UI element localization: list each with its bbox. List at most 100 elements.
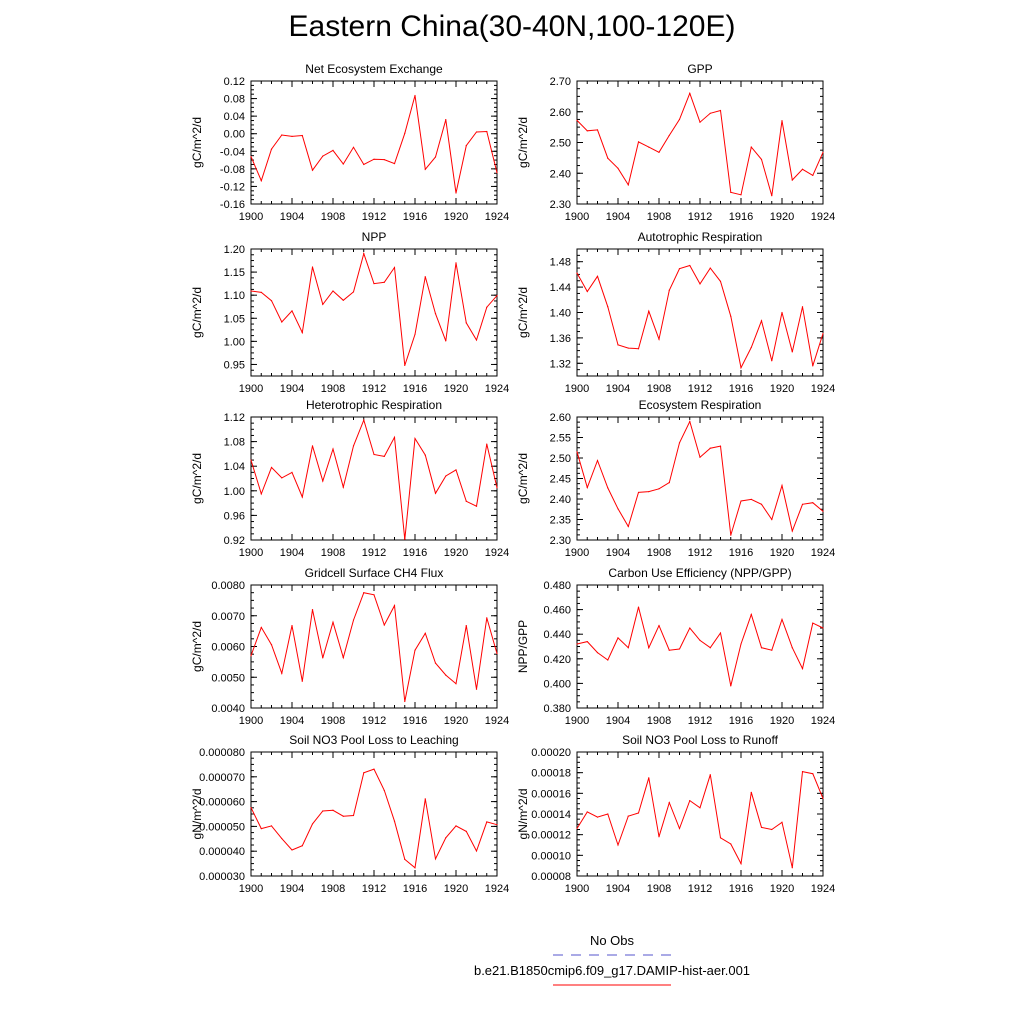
panel-5-point-15 <box>730 534 732 536</box>
panel-7-point-17 <box>750 613 752 616</box>
panel-1-point-5 <box>627 184 629 186</box>
panel-3-point-19 <box>771 360 773 362</box>
panel-2-series-line <box>250 251 498 366</box>
panel-9-xtick-label-1: 1904 <box>606 883 630 895</box>
panel-5-frame <box>576 416 824 541</box>
panel-0-ytick-label-4: 0.00 <box>224 129 245 141</box>
panel-4-point-18 <box>434 492 437 494</box>
panel-2-point-18 <box>434 313 437 315</box>
panel-6-point-20 <box>455 683 457 685</box>
panel-9-point-16 <box>740 863 742 865</box>
panel-2-point-14 <box>393 266 396 269</box>
panel-0-point-17 <box>424 168 426 170</box>
panel-7-ytick-label-1: 0.400 <box>543 678 571 690</box>
panel-6-title: Gridcell Surface CH4 Flux <box>305 566 444 580</box>
panel-6-point-6 <box>311 609 314 611</box>
panel-2-point-17 <box>424 276 426 278</box>
panel-0-point-0 <box>250 155 252 158</box>
panel-7-point-1 <box>586 640 588 643</box>
panel-6-series-line <box>250 592 498 702</box>
panel-1-point-22 <box>801 168 804 170</box>
panel-5-xtick-label-1: 1904 <box>606 547 630 559</box>
panel-1-xtick-label-5: 1920 <box>770 211 794 223</box>
panel-7-title: Carbon Use Efficiency (NPP/GPP) <box>608 566 791 580</box>
panel-2-xtick-label-5: 1920 <box>444 383 468 395</box>
panel-4-point-2 <box>270 466 273 469</box>
panel-3-frame <box>576 248 824 377</box>
panel-4-ylabel: gC/m^2/d <box>190 453 204 504</box>
panel-1-point-12 <box>699 121 701 123</box>
panel-8-ytick-label-2: 0.000050 <box>199 821 245 833</box>
panel-0-point-7 <box>322 155 324 157</box>
panel-3-xtick-label-2: 1908 <box>647 383 671 395</box>
panel-8-point-1 <box>260 828 262 830</box>
panel-3-point-16 <box>740 367 742 369</box>
panel-4-point-24 <box>496 487 498 489</box>
panel-0-point-9 <box>342 163 344 165</box>
panel-3-point-9 <box>668 289 670 291</box>
panel-2-point-0 <box>250 290 252 292</box>
panel-6-xtick-label-5: 1920 <box>444 715 468 727</box>
panel-5-point-24 <box>822 510 824 512</box>
panel-3-ytick-label-3: 1.44 <box>550 282 571 294</box>
panel-3-title: Autotrophic Respiration <box>638 230 763 244</box>
panel-8-point-4 <box>291 849 293 851</box>
panel-2-point-4 <box>291 310 293 312</box>
panel-9-point-13 <box>709 774 711 776</box>
panel-0-ytick-label-7: 0.12 <box>224 76 245 88</box>
panel-7-point-18 <box>760 647 763 649</box>
panel-5-point-4 <box>617 508 619 510</box>
panel-0-point-21 <box>465 144 467 147</box>
panel-1-xtick-label-3: 1912 <box>688 211 712 223</box>
panel-1-point-15 <box>730 191 732 193</box>
panel-0-ytick-label-0: -0.16 <box>220 199 245 211</box>
panel-8-ylabel: gN/m^2/d <box>190 789 204 840</box>
panel-2-xtick-label-4: 1916 <box>403 383 427 395</box>
panel-8-point-7 <box>322 810 324 812</box>
panel-3-point-12 <box>699 283 701 285</box>
panel-6-xtick-label-2: 1908 <box>321 715 345 727</box>
panel-4-ytick-label-4: 1.08 <box>224 437 245 449</box>
panel-7-ytick-label-5: 0.480 <box>543 580 571 592</box>
panel-7-series-line <box>576 606 824 687</box>
panel-5-point-17 <box>750 498 752 501</box>
panel-8-series-line <box>250 768 498 869</box>
panel-6-xtick-label-6: 1924 <box>485 715 509 727</box>
panel-7-point-20 <box>781 618 783 621</box>
panel-3-point-2 <box>596 275 599 277</box>
panel-2-point-24 <box>496 295 498 297</box>
panel-9-point-14 <box>719 837 722 839</box>
panel-8-point-16 <box>414 867 416 869</box>
panel-9-point-18 <box>760 826 763 829</box>
panel-0-point-6 <box>311 169 314 171</box>
panel-3-point-22 <box>801 306 804 308</box>
panel-9-point-15 <box>730 843 732 845</box>
panel-5-ylabel: gC/m^2/d <box>516 453 530 504</box>
panel-8-xtick-label-4: 1916 <box>403 883 427 895</box>
panel-6-xtick-label-1: 1904 <box>280 715 304 727</box>
panel-1-ytick-label-4: 2.70 <box>550 76 571 88</box>
panel-7-point-8 <box>658 624 660 627</box>
panel-8-point-17 <box>424 798 426 800</box>
panel-1-point-6 <box>637 141 640 143</box>
panel-2-ytick-label-1: 1.00 <box>224 336 245 348</box>
panel-7-point-0 <box>576 643 578 645</box>
panel-0-xtick-label-4: 1916 <box>403 211 427 223</box>
panel-3-series-line <box>576 264 824 370</box>
panel-7-point-15 <box>730 685 732 687</box>
panel-1-point-18 <box>760 158 763 161</box>
panel-8-point-6 <box>311 823 314 825</box>
panel-7-xtick-label-2: 1908 <box>647 715 671 727</box>
panel-8-xtick-label-0: 1900 <box>239 883 263 895</box>
panel-5-ytick-label-2: 2.40 <box>550 494 571 506</box>
panel-7-xtick-label-6: 1924 <box>811 715 835 727</box>
panel-4-point-8 <box>332 448 334 450</box>
panel-5-point-23 <box>812 502 814 504</box>
panel-1-point-3 <box>607 157 609 159</box>
panel-5-point-21 <box>791 530 793 532</box>
panel-4-point-22 <box>475 505 478 507</box>
panel-0-point-11 <box>363 163 365 166</box>
panel-5-point-20 <box>781 484 783 487</box>
panel-6-point-21 <box>465 624 467 627</box>
panel-5-ytick-label-5: 2.55 <box>550 433 571 445</box>
